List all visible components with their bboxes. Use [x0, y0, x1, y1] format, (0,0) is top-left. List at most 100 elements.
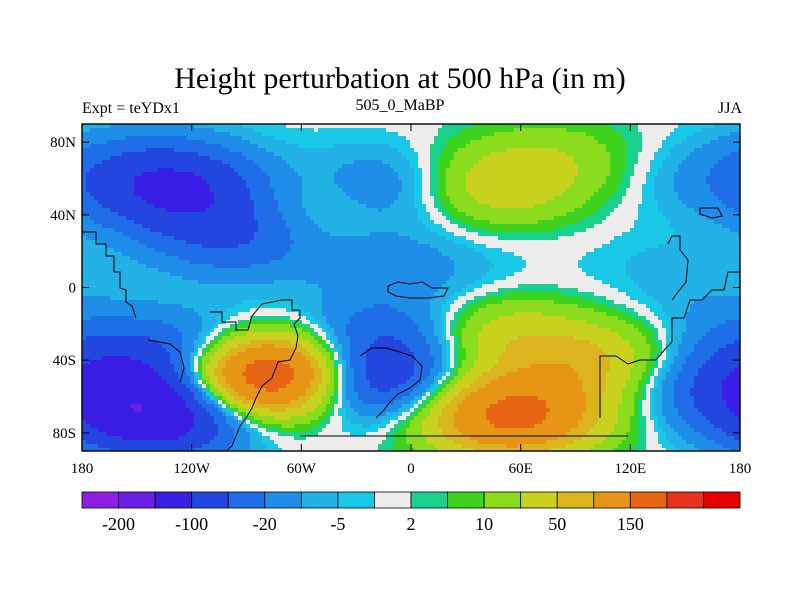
contour-cell [98, 160, 103, 165]
contour-cell [694, 136, 699, 141]
contour-cell [578, 180, 583, 185]
contour-cell [206, 128, 211, 133]
contour-cell [726, 208, 731, 213]
contour-cell [254, 136, 259, 141]
contour-cell [194, 208, 199, 213]
contour-cell [678, 196, 683, 201]
contour-cell [470, 156, 475, 161]
contour-cell [530, 212, 535, 217]
contour-cell [554, 220, 559, 225]
contour-cell [714, 204, 719, 209]
contour-cell [174, 220, 179, 225]
contour-cell [466, 180, 471, 185]
contour-cell [278, 176, 283, 181]
contour-cell [286, 208, 291, 213]
contour-cell [474, 184, 479, 189]
contour-cell [118, 220, 123, 225]
contour-cell [246, 184, 251, 189]
contour-cell [454, 236, 459, 241]
contour-cell [330, 228, 335, 233]
contour-cell [126, 132, 131, 137]
contour-cell [550, 132, 555, 137]
contour-cell [314, 164, 319, 169]
contour-cell [434, 192, 439, 197]
contour-cell [110, 196, 115, 201]
contour-cell [146, 156, 151, 161]
contour-cell [314, 136, 319, 141]
contour-cell [626, 140, 631, 145]
contour-cell [426, 164, 431, 169]
contour-cell [270, 160, 275, 165]
contour-cell [698, 164, 703, 169]
contour-cell [146, 212, 151, 217]
contour-cell [238, 232, 243, 237]
contour-cell [658, 228, 663, 233]
contour-cell [342, 160, 347, 165]
contour-cell [190, 180, 195, 185]
contour-cell [490, 208, 495, 213]
contour-cell [426, 136, 431, 141]
contour-cell [122, 220, 127, 225]
contour-cell [662, 124, 667, 129]
contour-cell [510, 192, 515, 197]
contour-cell [150, 240, 155, 245]
contour-cell [266, 224, 271, 229]
contour-cell [82, 152, 87, 157]
contour-cell [638, 236, 643, 241]
contour-cell [322, 132, 327, 137]
contour-cell [90, 160, 95, 165]
contour-cell [330, 180, 335, 185]
contour-cell [246, 200, 251, 205]
contour-cell [254, 192, 259, 197]
contour-cell [338, 232, 343, 237]
contour-cell [530, 176, 535, 181]
contour-cell [606, 176, 611, 181]
contour-cell [570, 204, 575, 209]
contour-cell [142, 192, 147, 197]
contour-cell [234, 212, 239, 217]
contour-cell [498, 172, 503, 177]
contour-cell [346, 124, 351, 129]
contour-cell [138, 140, 143, 145]
contour-cell [638, 144, 643, 149]
contour-cell [90, 140, 95, 145]
contour-cell [330, 148, 335, 153]
contour-cell [270, 232, 275, 237]
contour-cell [182, 244, 187, 249]
contour-cell [174, 212, 179, 217]
contour-cell [94, 184, 99, 189]
contour-cell [158, 224, 163, 229]
contour-cell [394, 220, 399, 225]
contour-cell [162, 244, 167, 249]
contour-cell [642, 208, 647, 213]
contour-cell [590, 156, 595, 161]
contour-cell [522, 176, 527, 181]
contour-cell [338, 200, 343, 205]
contour-cell [718, 192, 723, 197]
contour-cell [98, 144, 103, 149]
contour-cell [550, 124, 555, 129]
contour-cell [430, 192, 435, 197]
contour-cell [726, 216, 731, 221]
contour-cell [190, 152, 195, 157]
contour-cell [730, 200, 735, 205]
contour-cell [106, 172, 111, 177]
contour-cell [470, 132, 475, 137]
contour-cell [350, 184, 355, 189]
contour-cell [470, 224, 475, 229]
contour-cell [354, 200, 359, 205]
contour-cell [142, 140, 147, 145]
contour-cell [166, 148, 171, 153]
contour-cell [450, 224, 455, 229]
contour-cell [362, 236, 367, 241]
contour-cell [114, 236, 119, 241]
contour-cell [406, 212, 411, 217]
contour-cell [150, 176, 155, 181]
contour-cell [290, 224, 295, 229]
contour-cell [122, 244, 127, 249]
contour-cell [90, 172, 95, 177]
contour-cell [206, 200, 211, 205]
contour-cell [94, 168, 99, 173]
contour-cell [442, 172, 447, 177]
contour-cell [466, 192, 471, 197]
